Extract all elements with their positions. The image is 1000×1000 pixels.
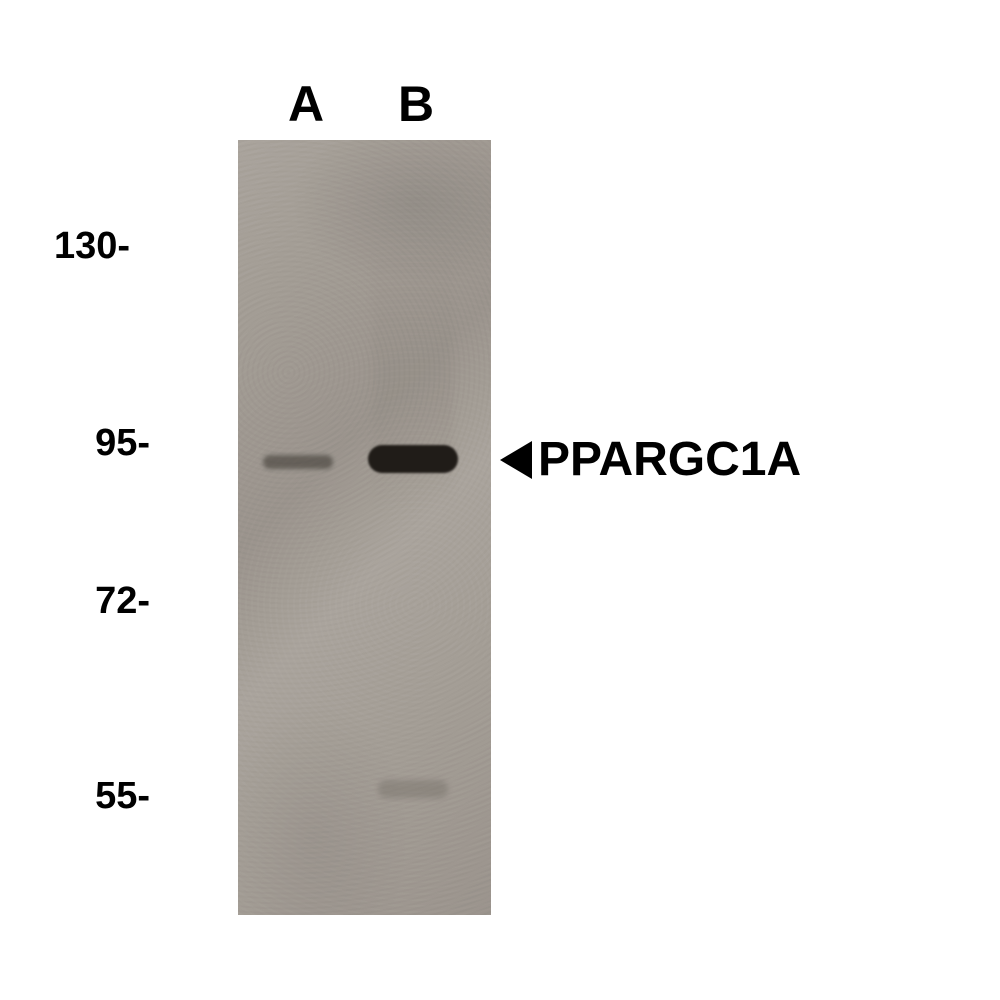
lane-label-a-text: A [288, 76, 324, 132]
lane-label-a: A [288, 75, 324, 133]
lane-label-b-text: B [398, 76, 434, 132]
membrane-grain [238, 140, 491, 915]
lane-a-band-0 [263, 455, 333, 469]
western-blot-figure: A B 130- 95- 72- 55- PPARGC1A [0, 0, 1000, 1000]
mw-marker-55-text: 55- [95, 775, 150, 817]
mw-marker-55: 55- [50, 775, 150, 818]
mw-marker-72-text: 72- [95, 580, 150, 622]
mw-marker-130: 130- [30, 225, 130, 268]
mw-marker-95-text: 95- [95, 422, 150, 464]
mw-marker-95: 95- [50, 422, 150, 465]
blot-membrane [238, 140, 491, 915]
arrow-left-icon [500, 441, 532, 479]
mw-marker-72: 72- [50, 580, 150, 623]
lane-b-band-1 [378, 780, 448, 798]
mw-marker-130-text: 130- [54, 225, 130, 267]
band-protein-name: PPARGC1A [538, 432, 801, 487]
lane-b-band-0 [368, 445, 458, 473]
band-annotation: PPARGC1A [500, 432, 801, 487]
lane-label-b: B [398, 75, 434, 133]
